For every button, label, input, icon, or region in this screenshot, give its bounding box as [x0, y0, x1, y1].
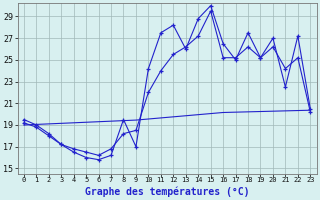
X-axis label: Graphe des températures (°C): Graphe des températures (°C): [85, 186, 249, 197]
